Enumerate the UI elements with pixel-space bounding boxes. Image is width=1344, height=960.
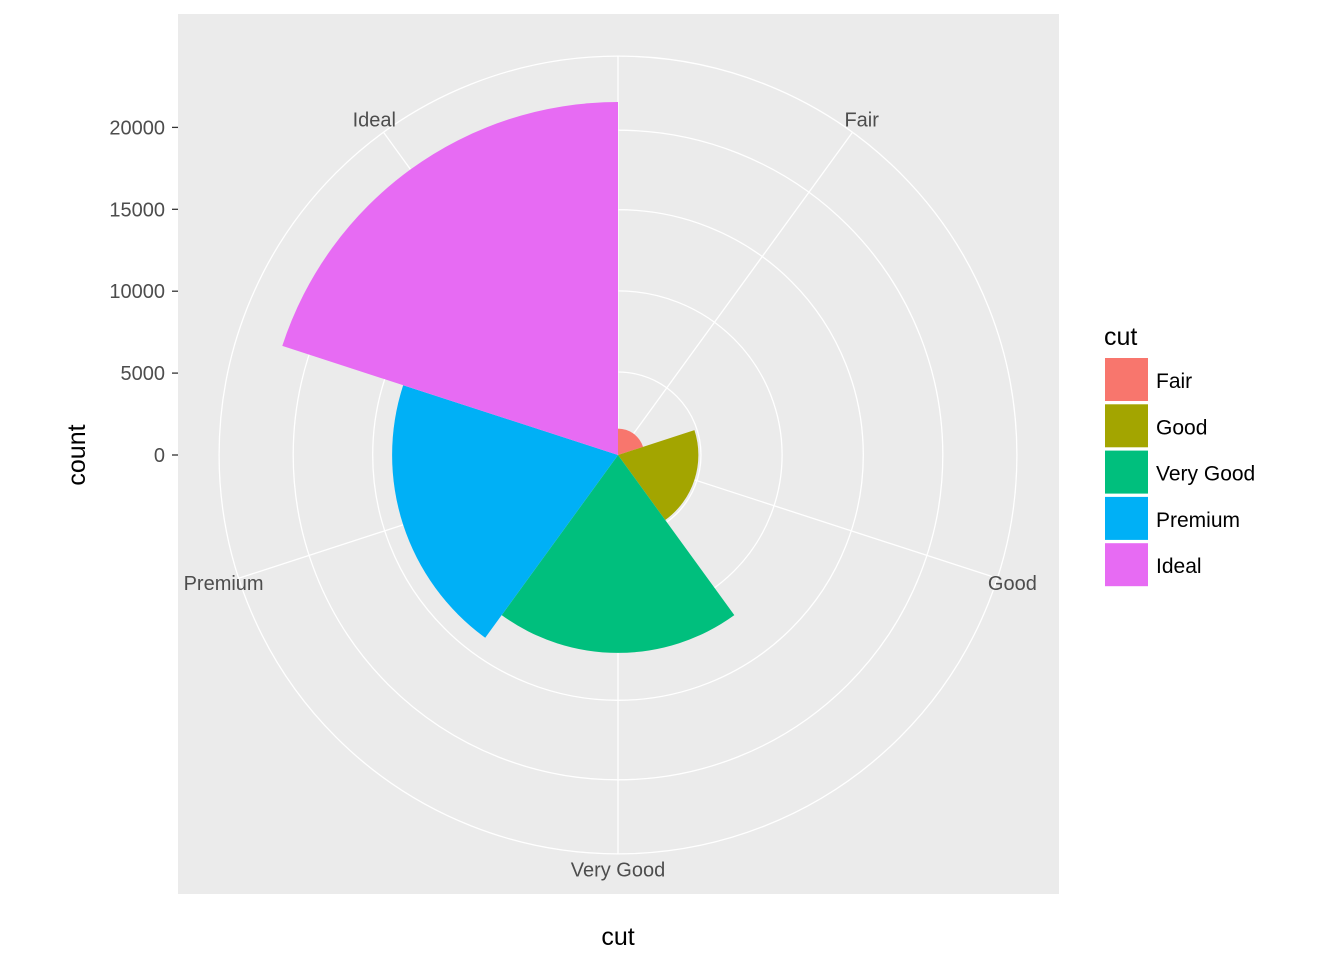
- legend: cut Fair Good Very Good Premium Ideal: [1104, 323, 1255, 587]
- y-tick-label: 5000: [121, 363, 166, 385]
- bar-premium: [392, 385, 618, 638]
- category-label: Premium: [184, 573, 264, 595]
- legend-label: Very Good: [1156, 463, 1255, 486]
- bar-fair: [618, 428, 644, 455]
- grid-spoke: [617, 131, 854, 456]
- y-tick-label: 0: [154, 445, 165, 467]
- legend-key: [1105, 404, 1148, 448]
- legend-label: Ideal: [1156, 555, 1202, 578]
- legend-label: Premium: [1156, 509, 1240, 532]
- bar-good: [618, 430, 699, 521]
- bars: [282, 102, 735, 653]
- category-label: Ideal: [353, 110, 396, 132]
- y-tick-label: 10000: [109, 281, 165, 303]
- category-label: Fair: [844, 110, 879, 132]
- category-labels: Fair Good Very Good Premium Ideal: [184, 110, 1037, 882]
- legend-key: [1105, 450, 1148, 494]
- legend-label: Fair: [1156, 370, 1192, 393]
- category-label: Good: [988, 573, 1037, 595]
- y-tick-label: 20000: [109, 117, 165, 139]
- x-axis-title: cut: [601, 923, 634, 951]
- bar-very-good: [501, 455, 735, 653]
- y-axis: 0 5000 10000 15000 20000: [109, 117, 178, 467]
- legend-items: Fair Good Very Good Premium Ideal: [1105, 358, 1255, 587]
- legend-key: [1105, 358, 1148, 401]
- legend-key: [1105, 496, 1148, 540]
- legend-title: cut: [1104, 323, 1137, 351]
- y-tick-label: 15000: [109, 199, 165, 221]
- y-axis-title: count: [63, 424, 91, 485]
- bar-ideal: [282, 102, 618, 455]
- category-label: Very Good: [571, 860, 666, 882]
- legend-label: Good: [1156, 416, 1207, 439]
- legend-key: [1105, 543, 1148, 587]
